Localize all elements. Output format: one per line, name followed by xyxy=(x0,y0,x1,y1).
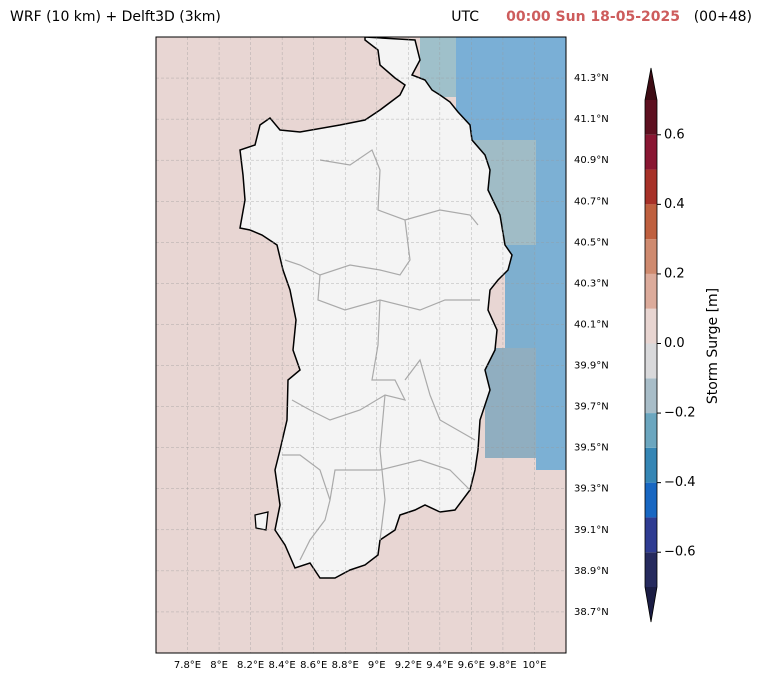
colorbar-tick-label: 0.4 xyxy=(664,197,685,212)
colorbar-tick-label: 0.2 xyxy=(664,266,685,281)
map xyxy=(156,37,566,653)
lon-tick-label: 9.8°E xyxy=(489,660,516,671)
colorbar-band xyxy=(645,100,657,135)
lat-tick-label: 39.9°N xyxy=(574,361,609,372)
surge-field xyxy=(456,37,566,142)
lat-tick-label: 40.3°N xyxy=(574,278,609,289)
title: WRF (10 km) + Delft3D (3km) xyxy=(10,9,221,25)
colorbar: −0.6 −0.4 −0.2 0.0 0.2 0.4 0.6 xyxy=(644,67,696,623)
lat-tick-label: 40.7°N xyxy=(574,196,609,207)
colorbar-band xyxy=(645,413,657,448)
lon-tick-label: 9.2°E xyxy=(395,660,422,671)
colorbar-band xyxy=(645,552,657,587)
colorbar-tick-label: −0.4 xyxy=(664,475,696,490)
forecast-step: (00+48) xyxy=(694,9,752,25)
lat-tick-label: 40.5°N xyxy=(574,237,609,248)
graticule xyxy=(156,37,566,653)
lat-tick-label: 39.5°N xyxy=(574,443,609,454)
colorbar-band xyxy=(645,378,657,414)
colorbar-outline xyxy=(644,67,658,623)
lat-tick-label: 39.1°N xyxy=(574,525,609,536)
lat-tick-label: 39.7°N xyxy=(574,402,609,413)
lat-tick-label: 38.9°N xyxy=(574,566,609,577)
surge-field xyxy=(536,140,566,470)
lon-tick-label: 8.6°E xyxy=(300,660,327,671)
map-frame xyxy=(155,36,567,654)
lat-tick-label: 41.1°N xyxy=(574,114,609,125)
colorbar-tick-label: 0.6 xyxy=(664,127,685,142)
colorbar-band xyxy=(645,517,657,553)
lon-tick-label: 7.8°E xyxy=(174,660,201,671)
colorbar-band xyxy=(645,239,657,274)
lon-tick-label: 8.4°E xyxy=(269,660,296,671)
colorbar-band xyxy=(645,204,657,240)
lat-tick-label: 40.9°N xyxy=(574,155,609,166)
colorbar-band xyxy=(645,169,657,205)
sardinia-land xyxy=(239,37,513,579)
colorbar-label: Storm Surge [m] xyxy=(705,288,721,404)
lat-tick-label: 38.7°N xyxy=(574,607,609,618)
colorbar-tick-label: 0.0 xyxy=(664,336,685,351)
timezone: UTC xyxy=(451,9,479,25)
colorbar-band xyxy=(645,134,657,170)
valid-time: 00:00 Sun 18-05-2025 xyxy=(506,9,680,25)
lon-tick-label: 10°E xyxy=(522,660,546,671)
lon-tick-label: 8°E xyxy=(210,660,228,671)
lon-tick-label: 9.6°E xyxy=(458,660,485,671)
lon-tick-label: 9.4°E xyxy=(426,660,453,671)
lon-tick-label: 8.8°E xyxy=(332,660,359,671)
surge-field xyxy=(485,348,536,458)
lat-tick-label: 40.1°N xyxy=(574,319,609,330)
colorbar-extend-under xyxy=(645,587,657,622)
lon-tick-label: 8.2°E xyxy=(237,660,264,671)
colorbar-tick-label: −0.6 xyxy=(664,545,696,560)
lat-tick-label: 39.3°N xyxy=(574,484,609,495)
colorbar-band xyxy=(645,343,657,379)
island xyxy=(254,511,269,531)
colorbar-band xyxy=(645,308,657,344)
colorbar-tick-label: −0.2 xyxy=(664,406,696,421)
lat-tick-label: 41.3°N xyxy=(574,73,609,84)
lon-tick-label: 9°E xyxy=(368,660,386,671)
colorbar-band xyxy=(645,447,657,483)
colorbar-extend-over xyxy=(645,68,657,100)
colorbar-band xyxy=(645,273,657,309)
colorbar-band xyxy=(645,482,657,518)
